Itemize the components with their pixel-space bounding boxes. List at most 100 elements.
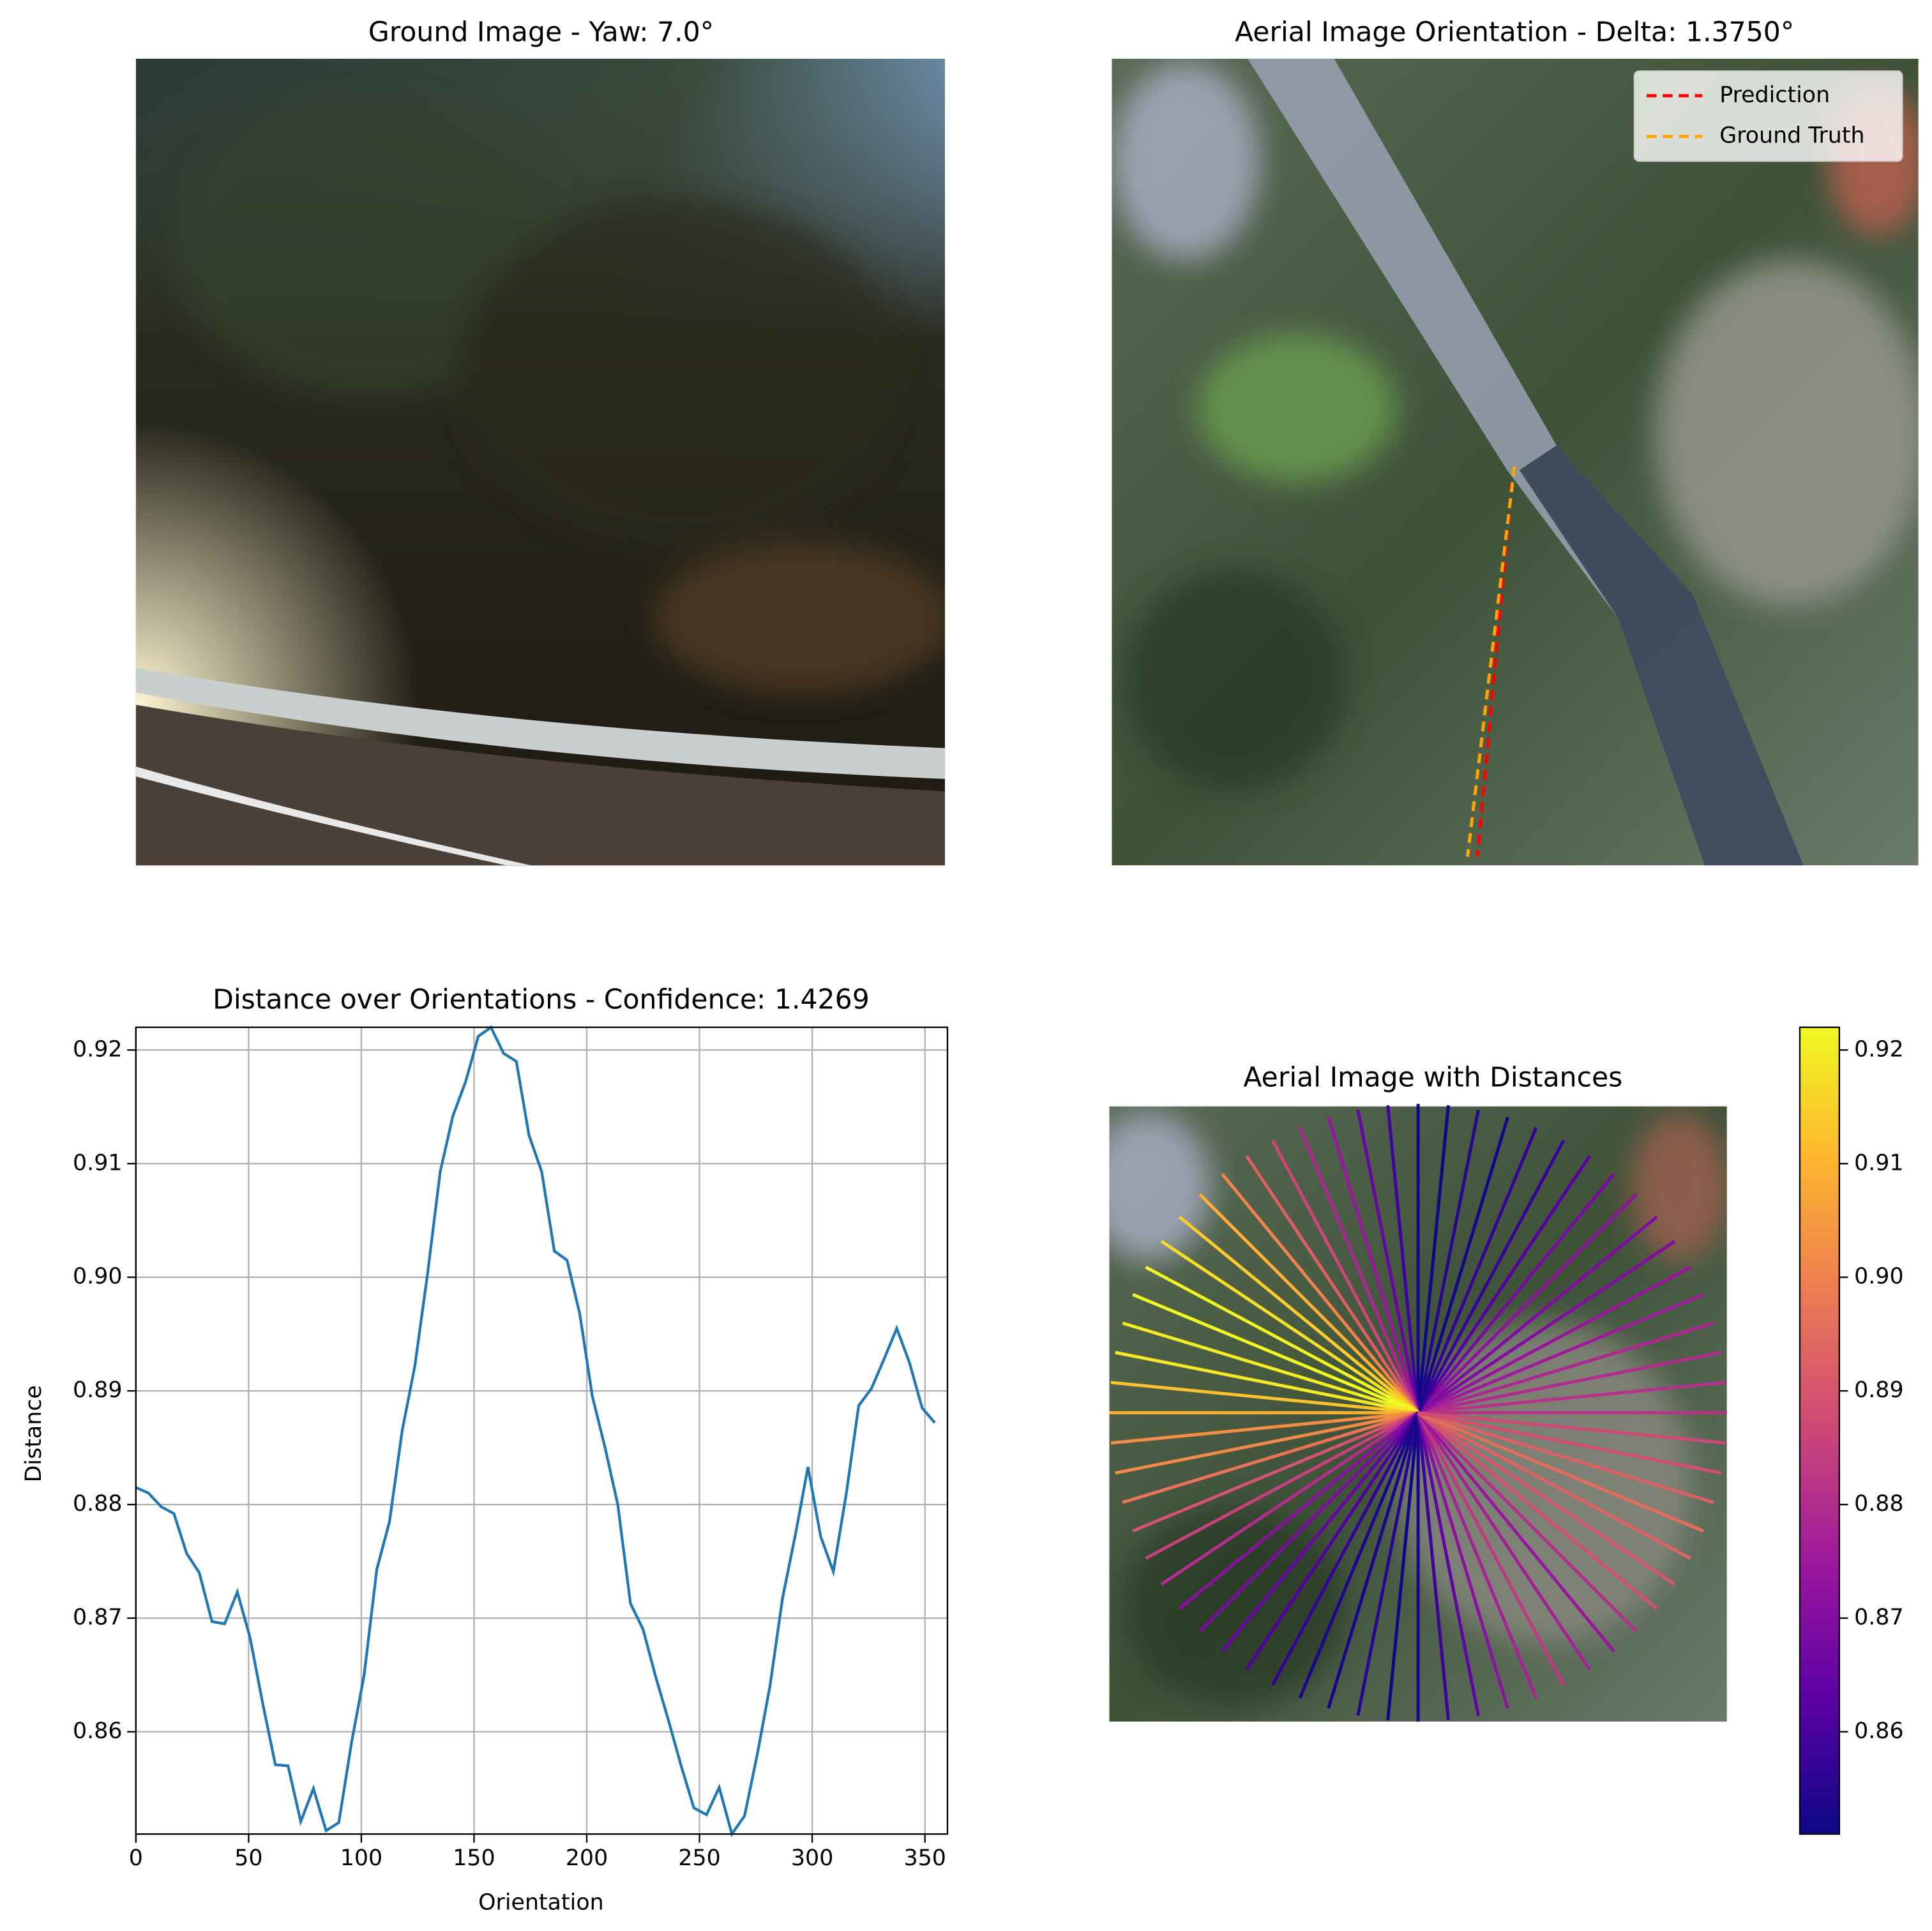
ray xyxy=(1417,1411,1714,1504)
title: Ground Image - Yaw: 7.0° xyxy=(368,17,714,49)
ray xyxy=(1386,1412,1420,1721)
data-line xyxy=(135,1025,936,1838)
title: Aerial Image Orientation - Delta: 1.3750… xyxy=(1235,17,1794,49)
ray xyxy=(1416,1412,1538,1699)
ray xyxy=(1417,1411,1691,1560)
colorbar-tick-label: 0.90 xyxy=(1854,1264,1904,1289)
x-axis-label: Orientation xyxy=(478,1889,604,1915)
y-tick-label: 0.90 xyxy=(73,1264,123,1289)
y-tick-label: 0.89 xyxy=(73,1377,123,1403)
ray xyxy=(1417,1266,1691,1414)
x-tick-label: 100 xyxy=(340,1845,382,1871)
ray xyxy=(1271,1412,1420,1686)
legend-label: Ground Truth xyxy=(1719,123,1864,149)
ray xyxy=(1417,1411,1615,1653)
ray xyxy=(1245,1411,1420,1670)
colorbar-tick-label: 0.92 xyxy=(1854,1036,1904,1062)
ray xyxy=(1416,1139,1566,1414)
ray xyxy=(1417,1321,1714,1414)
y-tick-label: 0.91 xyxy=(73,1150,123,1176)
legend-label: Prediction xyxy=(1719,82,1830,108)
colorbar-tick-label: 0.91 xyxy=(1854,1150,1904,1176)
ray xyxy=(1417,1193,1638,1414)
ray xyxy=(1417,1411,1726,1445)
ray xyxy=(1145,1266,1419,1414)
ray xyxy=(1298,1126,1420,1414)
ray xyxy=(1416,1412,1451,1721)
aerial-image xyxy=(1112,58,1919,866)
ray xyxy=(1327,1116,1420,1414)
ray xyxy=(1160,1239,1419,1414)
ray xyxy=(1417,1411,1704,1533)
ray xyxy=(1178,1411,1419,1610)
ray xyxy=(1356,1109,1420,1413)
ray xyxy=(1416,1126,1538,1414)
ray xyxy=(1416,1412,1480,1716)
ray xyxy=(1122,1411,1419,1504)
ray xyxy=(1221,1411,1420,1653)
rays xyxy=(1109,1103,1727,1722)
ray xyxy=(1417,1292,1704,1414)
y-tick-label: 0.88 xyxy=(73,1491,123,1517)
ray xyxy=(1356,1412,1420,1716)
ray xyxy=(1221,1172,1420,1414)
x-tick-label: 350 xyxy=(903,1845,946,1871)
ray xyxy=(1417,1215,1658,1414)
axes-frame xyxy=(135,1026,949,1835)
orientation-line xyxy=(1475,482,1514,857)
x-tick-label: 150 xyxy=(453,1845,495,1871)
ray xyxy=(1298,1412,1420,1699)
colorbar-tick-label: 0.87 xyxy=(1854,1605,1904,1630)
ray xyxy=(1132,1411,1419,1533)
y-axis-label: Distance xyxy=(21,1385,47,1482)
ray xyxy=(1416,1105,1451,1413)
ray xyxy=(1245,1155,1420,1414)
colorbar-tick-label: 0.89 xyxy=(1854,1377,1904,1403)
ray xyxy=(1417,1411,1722,1475)
ray xyxy=(1160,1411,1419,1586)
ray xyxy=(1417,1155,1591,1414)
ray xyxy=(1416,1412,1566,1686)
legend-box xyxy=(1633,70,1903,162)
x-tick-label: 200 xyxy=(566,1845,608,1871)
ray xyxy=(1198,1193,1419,1414)
ray xyxy=(1198,1411,1419,1633)
x-tick-label: 50 xyxy=(234,1845,262,1871)
y-tick-label: 0.87 xyxy=(73,1605,123,1630)
ray xyxy=(1417,1411,1676,1586)
ray xyxy=(1110,1411,1419,1445)
x-tick-label: 300 xyxy=(791,1845,833,1871)
ray xyxy=(1417,1411,1638,1633)
ray xyxy=(1115,1411,1419,1475)
colorbar-tick-label: 0.88 xyxy=(1854,1491,1904,1517)
orientation-line xyxy=(1466,466,1516,858)
ray xyxy=(1178,1215,1419,1414)
ray xyxy=(1115,1351,1419,1414)
ray xyxy=(1271,1139,1420,1414)
ray xyxy=(1416,1116,1509,1414)
title: Aerial Image with Distances xyxy=(1243,1062,1622,1094)
ray xyxy=(1145,1411,1419,1560)
ray xyxy=(1417,1411,1591,1670)
title: Distance over Orientations - Confidence:… xyxy=(213,984,870,1016)
ground-image xyxy=(135,58,946,866)
ray xyxy=(1416,1412,1509,1709)
ray xyxy=(1386,1105,1420,1413)
ray xyxy=(1417,1172,1615,1414)
ray xyxy=(1416,1109,1480,1413)
ray xyxy=(1122,1321,1419,1414)
colorbar-tick-label: 0.86 xyxy=(1854,1718,1904,1744)
ray xyxy=(1110,1381,1419,1414)
ray xyxy=(1417,1381,1726,1414)
x-tick-label: 0 xyxy=(129,1845,143,1871)
ray xyxy=(1417,1411,1658,1610)
y-tick-label: 0.92 xyxy=(73,1036,123,1062)
x-tick-label: 250 xyxy=(678,1845,720,1871)
ray xyxy=(1327,1412,1420,1709)
y-tick-label: 0.86 xyxy=(73,1718,123,1744)
ray xyxy=(1132,1292,1419,1414)
colorbar xyxy=(1799,1026,1841,1835)
ray xyxy=(1417,1351,1722,1414)
ray xyxy=(1417,1239,1676,1414)
